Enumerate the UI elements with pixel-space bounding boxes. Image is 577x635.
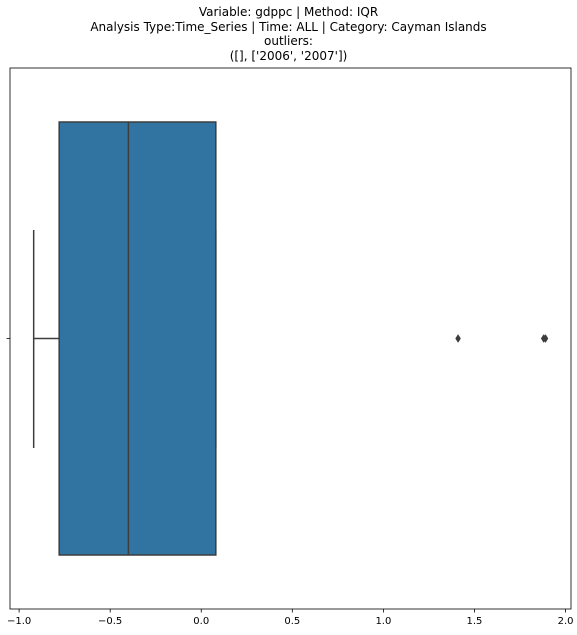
x-tick-label: 2.0	[558, 616, 574, 627]
chart-title: Variable: gdppc | Method: IQR Analysis T…	[0, 5, 577, 63]
x-tick-label: −0.5	[98, 616, 122, 627]
x-tick-label: 1.5	[467, 616, 483, 627]
title-line-2: Analysis Type:Time_Series | Time: ALL | …	[90, 19, 487, 34]
outlier-point	[542, 334, 549, 343]
x-tick-label: −1.0	[7, 616, 31, 627]
title-line-1: Variable: gdppc | Method: IQR	[198, 5, 379, 19]
plot-marks	[32, 121, 549, 556]
x-tick-label: 0.5	[284, 616, 300, 627]
title-line-4: ([], ['2006', '2007'])	[229, 48, 348, 63]
iqr-box	[58, 121, 217, 556]
x-tick-label: 1.0	[375, 616, 391, 627]
x-axis-ticks: −1.0 −0.5 0.0 0.5 1.0 1.5 2.0	[6, 338, 574, 627]
plot-frame	[9, 67, 572, 610]
outlier-point	[455, 334, 461, 343]
title-line-3: outliers:	[264, 34, 313, 49]
x-tick-label: 0.0	[193, 616, 209, 627]
